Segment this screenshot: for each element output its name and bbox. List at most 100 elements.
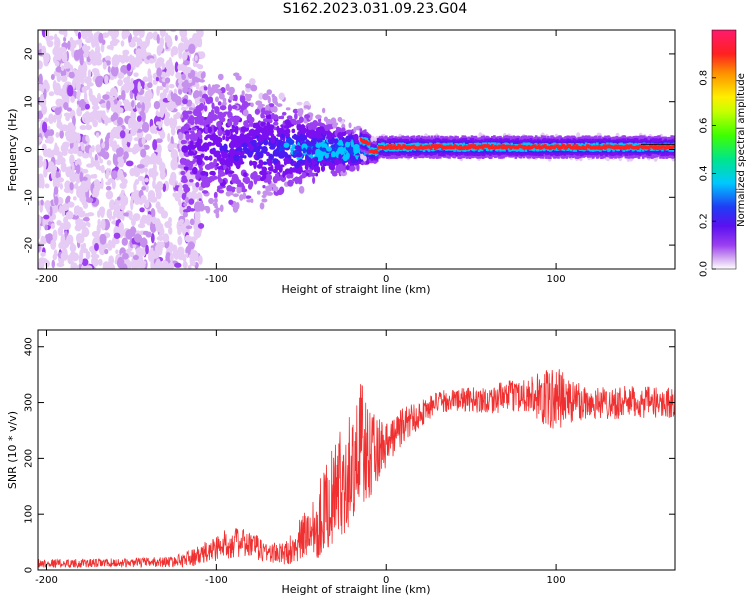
spectrogram-cell bbox=[558, 145, 562, 148]
spectrogram-cell bbox=[46, 168, 52, 173]
spectrogram-cell bbox=[125, 229, 133, 240]
spectrogram-cell bbox=[52, 229, 58, 242]
spectrogram-cell bbox=[216, 187, 221, 193]
spectrogram-cell bbox=[72, 254, 77, 262]
spectrogram-cell bbox=[297, 180, 303, 185]
spectrogram-cell bbox=[41, 45, 47, 57]
spectrogram-cell bbox=[215, 89, 222, 94]
spectrogram-cell bbox=[208, 155, 213, 161]
spectrogram-cell bbox=[107, 239, 113, 251]
spectrogram-cell bbox=[144, 177, 149, 183]
spectrogram-cell bbox=[317, 135, 323, 139]
spectrogram-cell bbox=[66, 195, 71, 201]
spectrogram-cell bbox=[121, 237, 128, 246]
spectrogram-cell bbox=[149, 92, 153, 99]
spectrogram-cell bbox=[121, 89, 126, 101]
spectrogram-cell bbox=[182, 261, 188, 269]
spectrogram-cell bbox=[262, 161, 268, 166]
spectrogram-cell bbox=[234, 115, 241, 122]
spectrogram-cell bbox=[337, 117, 343, 122]
spectrogram-cell bbox=[246, 199, 252, 203]
spectrogram-cell bbox=[284, 132, 290, 138]
spectrogram-cell bbox=[160, 210, 169, 219]
spectrogram-cell bbox=[149, 58, 155, 64]
spectrogram-cell bbox=[177, 64, 183, 71]
spectrogram-cell bbox=[332, 121, 338, 129]
spectrogram-cell bbox=[217, 73, 224, 81]
spectrogram-cell bbox=[118, 221, 124, 234]
spectrogram-cell bbox=[490, 146, 494, 149]
spectrogram-cell bbox=[429, 146, 433, 151]
spectrogram-cell bbox=[281, 111, 287, 116]
spectrogram-cell bbox=[197, 222, 205, 229]
spectrogram-cell bbox=[167, 143, 175, 151]
spectrogram-cell bbox=[96, 92, 102, 103]
spectrogram-cell bbox=[217, 128, 223, 137]
spectrogram-cell bbox=[41, 104, 48, 115]
spectrogram-cell bbox=[222, 97, 227, 103]
spectrogram-cell bbox=[232, 193, 239, 198]
spectrogram-cell bbox=[556, 144, 559, 148]
spectrogram-cell bbox=[243, 104, 249, 108]
spectrogram-cell bbox=[166, 38, 173, 48]
spectrogram-cell bbox=[142, 144, 150, 150]
spectrogram-cell bbox=[188, 115, 195, 123]
snr-y-axis-label: SNR (10 * v/v) bbox=[6, 411, 19, 489]
spectrogram-cell bbox=[118, 95, 122, 100]
spectrogram-cell bbox=[270, 164, 274, 172]
spectrogram-cell bbox=[119, 54, 126, 64]
spectrogram-cell bbox=[207, 83, 211, 92]
spectrogram-cell bbox=[183, 123, 190, 130]
spectrogram-cell bbox=[320, 165, 326, 172]
spectrogram-cell bbox=[315, 114, 322, 120]
spectrogram-cell bbox=[610, 145, 614, 149]
snr-series-line bbox=[38, 369, 675, 569]
spectrogram-cell bbox=[91, 258, 95, 265]
spectrogram-cell bbox=[122, 49, 128, 57]
spectrogram-cell bbox=[604, 146, 608, 149]
spectrogram-cell bbox=[245, 195, 252, 199]
spectrogram-cell bbox=[104, 248, 109, 255]
spectrogram-cell bbox=[105, 55, 112, 62]
spectrogram-cell bbox=[654, 144, 657, 148]
spectrogram-cell bbox=[431, 145, 435, 148]
spectrogram-cell bbox=[192, 166, 198, 175]
spectrogram-cell bbox=[167, 93, 171, 102]
spectrogram-cell bbox=[396, 145, 399, 150]
spectrogram-cell bbox=[194, 55, 198, 62]
spectrogram-cell bbox=[183, 203, 188, 207]
spectrogram-cell bbox=[375, 150, 379, 154]
spectrogram-cell bbox=[177, 198, 182, 207]
spectrogram-cell bbox=[75, 132, 81, 144]
spectrogram-cell bbox=[294, 112, 298, 120]
spectrogram-cell bbox=[228, 86, 235, 95]
spectrogram-cell bbox=[264, 110, 271, 116]
colorbar-tick-label: 0.6 bbox=[699, 118, 710, 134]
spectrogram-cell bbox=[253, 177, 258, 185]
spectrogram-cell bbox=[337, 131, 344, 140]
spectrogram-cell bbox=[137, 81, 141, 93]
spectrogram-cell bbox=[473, 144, 477, 148]
spectrogram-cell bbox=[140, 148, 147, 158]
spectrogram-cell bbox=[107, 65, 111, 73]
spectrogram-cell bbox=[100, 210, 105, 218]
spectrogram-cell bbox=[45, 32, 50, 42]
spectrogram-cell bbox=[133, 168, 141, 178]
spectrogram-cell bbox=[105, 60, 111, 66]
spectrogram-cell bbox=[299, 133, 304, 141]
spectrogram-cell bbox=[73, 30, 78, 34]
spectrogram-cell bbox=[288, 166, 294, 175]
spectrogram-cell bbox=[250, 198, 254, 203]
spectrogram-cell bbox=[205, 97, 212, 105]
spectrogram-cell bbox=[584, 146, 588, 151]
spectrogram-cell bbox=[271, 93, 275, 99]
spectrogram-cell bbox=[54, 196, 59, 206]
spectrogram-cell bbox=[283, 142, 290, 148]
spectrogram-cell bbox=[225, 129, 231, 137]
spectrogram-cell bbox=[53, 186, 59, 195]
spectrogram-cell bbox=[182, 60, 190, 66]
spectrogram-cell bbox=[284, 158, 292, 165]
spectrogram-cell bbox=[123, 151, 129, 160]
